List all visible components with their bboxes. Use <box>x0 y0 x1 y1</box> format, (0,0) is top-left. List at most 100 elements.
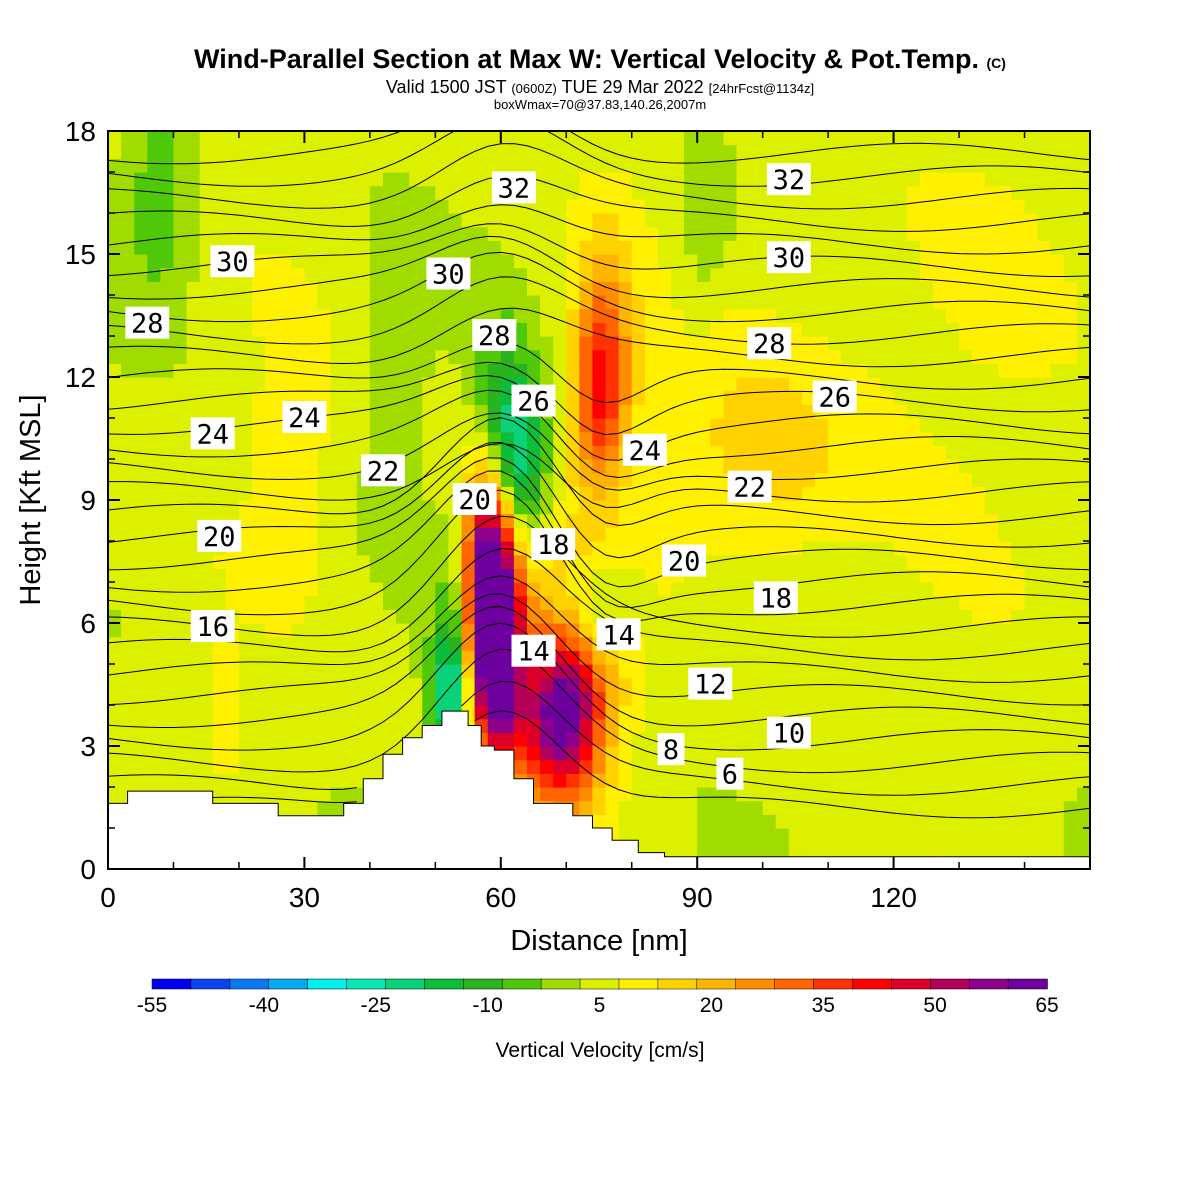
velocity-cell <box>592 404 607 419</box>
velocity-cell <box>108 527 122 542</box>
velocity-cell <box>173 623 188 638</box>
velocity-cell <box>238 636 253 651</box>
velocity-cell <box>959 718 973 733</box>
velocity-cell <box>252 636 266 651</box>
velocity-cell <box>579 213 594 228</box>
velocity-cell <box>265 759 279 774</box>
contour-label-box <box>511 634 556 667</box>
velocity-cell <box>749 390 764 405</box>
velocity-cell <box>592 431 607 446</box>
velocity-cell <box>1063 185 1078 200</box>
velocity-cell <box>448 459 463 474</box>
velocity-cell <box>710 295 724 310</box>
velocity-cell <box>160 199 175 214</box>
velocity-cell <box>828 500 842 515</box>
velocity-cell <box>906 295 921 310</box>
velocity-cell <box>788 623 803 638</box>
velocity-cell <box>762 623 777 638</box>
velocity-cell <box>553 677 567 692</box>
velocity-cell <box>828 431 842 446</box>
velocity-cell <box>880 691 895 706</box>
velocity-cell <box>526 131 541 146</box>
velocity-cell <box>775 664 790 679</box>
velocity-cell <box>945 691 960 706</box>
velocity-cell <box>278 459 292 474</box>
colorbar-swatch <box>307 978 348 990</box>
velocity-cell <box>906 240 921 255</box>
velocity-cell <box>238 664 253 679</box>
contour-label-text: 18 <box>760 583 793 614</box>
velocity-cell <box>1050 513 1065 528</box>
velocity-cell <box>304 431 319 446</box>
velocity-cell <box>435 609 450 624</box>
velocity-cell <box>841 322 855 337</box>
velocity-cell <box>841 431 855 446</box>
velocity-cell <box>867 295 882 310</box>
velocity-cell <box>304 500 319 515</box>
velocity-cell <box>579 568 594 583</box>
velocity-cell <box>671 445 685 460</box>
velocity-cell <box>134 390 148 405</box>
velocity-cell <box>121 650 135 665</box>
velocity-cell <box>985 199 999 214</box>
velocity-cell <box>880 841 895 856</box>
velocity-cell <box>1024 240 1039 255</box>
velocity-cell <box>409 377 423 392</box>
velocity-cell <box>291 281 305 296</box>
velocity-cell <box>330 185 345 200</box>
velocity-cell <box>461 185 476 200</box>
contour-label-text: 28 <box>131 309 164 340</box>
velocity-cell <box>893 308 908 323</box>
velocity-cell <box>723 841 738 856</box>
velocity-cell <box>225 787 240 802</box>
velocity-cell <box>880 363 895 378</box>
velocity-cell <box>540 568 554 583</box>
velocity-cell <box>278 213 292 228</box>
velocity-cell <box>108 226 122 241</box>
velocity-cell <box>343 459 358 474</box>
velocity-cell <box>880 281 895 296</box>
velocity-cell <box>854 486 869 501</box>
contour-label: 30 <box>210 245 255 278</box>
velocity-cell <box>356 732 371 747</box>
velocity-cell <box>919 500 934 515</box>
velocity-cell <box>618 322 633 337</box>
velocity-cell <box>225 336 240 351</box>
velocity-cell <box>330 513 345 528</box>
velocity-cell <box>147 472 161 487</box>
velocity-cell <box>841 267 855 282</box>
velocity-cell <box>932 472 947 487</box>
velocity-cell <box>147 185 161 200</box>
velocity-cell <box>749 664 764 679</box>
velocity-cell <box>972 445 986 460</box>
velocity-cell <box>540 759 554 774</box>
velocity-cell <box>749 677 764 692</box>
velocity-cell <box>972 377 986 392</box>
velocity-cell <box>422 295 436 310</box>
velocity-cell <box>1076 787 1090 802</box>
velocity-cell <box>579 472 594 487</box>
colorbar-title: Vertical Velocity [cm/s] <box>496 1039 705 1062</box>
velocity-cell <box>553 295 567 310</box>
velocity-cell <box>212 787 227 802</box>
velocity-cell <box>592 527 607 542</box>
velocity-cell <box>644 267 659 282</box>
velocity-cell <box>775 513 790 528</box>
velocity-cell <box>1063 541 1078 556</box>
velocity-cell <box>749 445 764 460</box>
velocity-cell <box>147 705 161 720</box>
theta-contour-line <box>108 593 1090 706</box>
velocity-cell <box>579 185 594 200</box>
velocity-cell <box>592 267 607 282</box>
velocity-cell <box>867 322 882 337</box>
velocity-cell <box>815 841 829 856</box>
velocity-cell <box>945 445 960 460</box>
velocity-cell <box>199 486 214 501</box>
velocity-cell <box>369 377 384 392</box>
velocity-cell <box>828 308 842 323</box>
velocity-cell <box>631 199 646 214</box>
velocity-cell <box>382 568 397 583</box>
velocity-cell <box>1050 541 1065 556</box>
velocity-cell <box>1011 418 1026 433</box>
velocity-cell <box>906 568 921 583</box>
